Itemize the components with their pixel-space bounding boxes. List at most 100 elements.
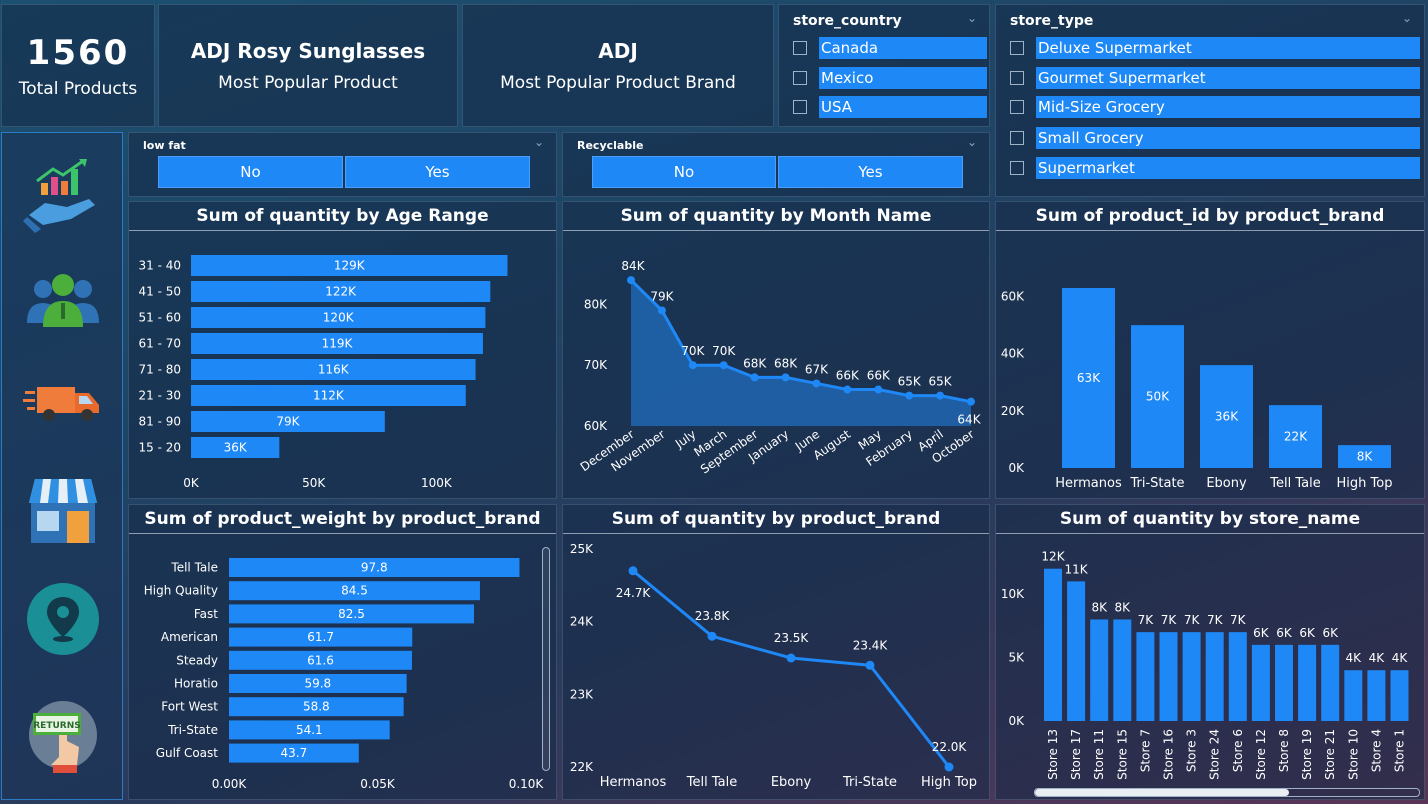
data-label: 7K bbox=[1184, 613, 1201, 627]
recyclable-slicer: Recyclable ⌄ No Yes bbox=[562, 132, 990, 197]
month-chart: Sum of quantity by Month Name 60K 70K 80K 8… bbox=[562, 201, 990, 499]
data-label: 84K bbox=[621, 259, 645, 273]
checkbox[interactable] bbox=[793, 100, 807, 114]
checkbox[interactable] bbox=[1010, 100, 1024, 114]
popular-product-label: Most Popular Product bbox=[218, 72, 398, 93]
brand-quantity-plot: 22K 23K 24K 25K 24.7K Hermanos 23.8K Tell Tale 2… bbox=[570, 542, 977, 790]
store-type-option-1[interactable]: Deluxe Supermarket bbox=[1010, 37, 1420, 59]
bar bbox=[1182, 632, 1201, 721]
y-tick-label: 22K bbox=[570, 760, 594, 774]
category-label: High Quality bbox=[144, 584, 218, 598]
category-label: Store 12 bbox=[1254, 729, 1268, 780]
data-label: 11K bbox=[1065, 562, 1089, 576]
category-label: Tri-State bbox=[842, 775, 897, 790]
delivery-truck-icon[interactable] bbox=[23, 361, 103, 441]
store-type-option-4[interactable]: Small Grocery bbox=[1010, 127, 1420, 149]
data-label: 36K bbox=[224, 441, 248, 455]
data-label: 82.5 bbox=[338, 607, 365, 621]
returns-icon[interactable]: RETURNS bbox=[23, 695, 103, 775]
option-label: Gourmet Supermarket bbox=[1036, 67, 1420, 89]
age-range-chart: Sum of quantity by Age Range 31 - 40 129K… bbox=[128, 201, 557, 499]
data-point bbox=[786, 653, 796, 663]
vertical-scrollbar[interactable] bbox=[542, 547, 550, 771]
bar bbox=[1131, 325, 1184, 468]
store-type-option-2[interactable]: Gourmet Supermarket bbox=[1010, 67, 1420, 89]
category-label: Store 10 bbox=[1346, 729, 1360, 780]
chevron-down-icon[interactable]: ⌄ bbox=[533, 135, 544, 149]
category-label: Store 8 bbox=[1277, 729, 1291, 772]
recyclable-no-button[interactable]: No bbox=[592, 156, 776, 188]
category-label: Hermanos bbox=[1055, 476, 1122, 491]
title-divider bbox=[129, 230, 556, 231]
data-label: 119K bbox=[322, 337, 354, 351]
low-fat-yes-button[interactable]: Yes bbox=[345, 156, 530, 188]
low-fat-no-button[interactable]: No bbox=[158, 156, 343, 188]
age-range-plot: 31 - 40 129K 41 - 50 122K 51 - 60 120K 61 - 70… bbox=[139, 255, 508, 490]
scrollbar-thumb[interactable] bbox=[1035, 789, 1289, 796]
y-tick-label: 40K bbox=[1001, 347, 1025, 361]
bar bbox=[1390, 670, 1409, 721]
data-label: 59.8 bbox=[304, 677, 331, 691]
y-tick-label: 0K bbox=[1008, 714, 1025, 728]
title-divider bbox=[996, 230, 1424, 231]
bar bbox=[1136, 632, 1155, 721]
bar bbox=[1298, 644, 1317, 721]
data-point bbox=[719, 361, 728, 370]
option-label: Deluxe Supermarket bbox=[1036, 37, 1420, 59]
location-pin-icon[interactable] bbox=[23, 579, 103, 659]
y-tick-label: 5K bbox=[1008, 651, 1025, 665]
sales-growth-icon[interactable] bbox=[23, 155, 103, 235]
horizontal-scrollbar[interactable] bbox=[1034, 788, 1420, 797]
store-type-option-5[interactable]: Supermarket bbox=[1010, 157, 1420, 179]
bar bbox=[229, 650, 412, 670]
data-label: 63K bbox=[1077, 371, 1101, 385]
store-country-option-canada[interactable]: Canada bbox=[793, 37, 987, 59]
series-line bbox=[632, 569, 951, 768]
store-country-option-mexico[interactable]: Mexico bbox=[793, 67, 987, 89]
store-type-title: store_type bbox=[1010, 13, 1094, 29]
recyclable-yes-button[interactable]: Yes bbox=[778, 156, 963, 188]
store-name-chart: Sum of quantity by store_name 0K 5K 10K 12K… bbox=[995, 504, 1425, 800]
chevron-down-icon[interactable]: ⌄ bbox=[966, 11, 977, 25]
store-type-slicer: store_type ⌄ Deluxe Supermarket Gourmet … bbox=[995, 4, 1425, 197]
bar bbox=[229, 604, 475, 624]
chevron-down-icon[interactable]: ⌄ bbox=[1401, 11, 1412, 25]
chart-title: Sum of quantity by product_brand bbox=[611, 509, 941, 529]
kpi-total-products: 1560 Total Products bbox=[1, 4, 155, 127]
bar bbox=[1067, 581, 1086, 721]
area-fill bbox=[631, 280, 971, 426]
checkbox[interactable] bbox=[793, 41, 807, 55]
data-point bbox=[628, 566, 638, 576]
category-label: Store 19 bbox=[1300, 729, 1314, 780]
checkbox[interactable] bbox=[1010, 161, 1024, 175]
x-tick-label: 0K bbox=[183, 476, 200, 490]
svg-text:RETURNS: RETURNS bbox=[33, 721, 80, 731]
bar bbox=[229, 743, 359, 763]
category-label: 41 - 50 bbox=[139, 285, 182, 299]
checkbox[interactable] bbox=[1010, 41, 1024, 55]
bar bbox=[1062, 288, 1115, 468]
bar bbox=[1269, 405, 1322, 468]
chevron-down-icon[interactable]: ⌄ bbox=[966, 135, 977, 149]
customers-icon[interactable] bbox=[23, 261, 103, 341]
checkbox[interactable] bbox=[1010, 131, 1024, 145]
store-icon[interactable] bbox=[23, 467, 103, 547]
category-label: Store 16 bbox=[1162, 729, 1176, 780]
category-label: Fort West bbox=[161, 700, 218, 714]
bar bbox=[1205, 632, 1224, 721]
bar bbox=[1275, 644, 1293, 721]
popular-brand-label: Most Popular Product Brand bbox=[500, 72, 736, 93]
data-point bbox=[781, 373, 790, 382]
store-country-option-usa[interactable]: USA bbox=[793, 96, 987, 118]
bar bbox=[229, 674, 407, 693]
category-label: Store 24 bbox=[1208, 729, 1222, 780]
chart-title: Sum of product_id by product_brand bbox=[1035, 206, 1385, 226]
store-type-option-3[interactable]: Mid-Size Grocery bbox=[1010, 96, 1420, 118]
option-label: Small Grocery bbox=[1036, 127, 1420, 149]
checkbox[interactable] bbox=[1010, 71, 1024, 85]
category-label: Fast bbox=[194, 607, 218, 621]
bar bbox=[1321, 644, 1340, 721]
data-label: 120K bbox=[323, 311, 355, 325]
y-tick-label: 20K bbox=[1001, 404, 1025, 418]
checkbox[interactable] bbox=[793, 71, 807, 85]
